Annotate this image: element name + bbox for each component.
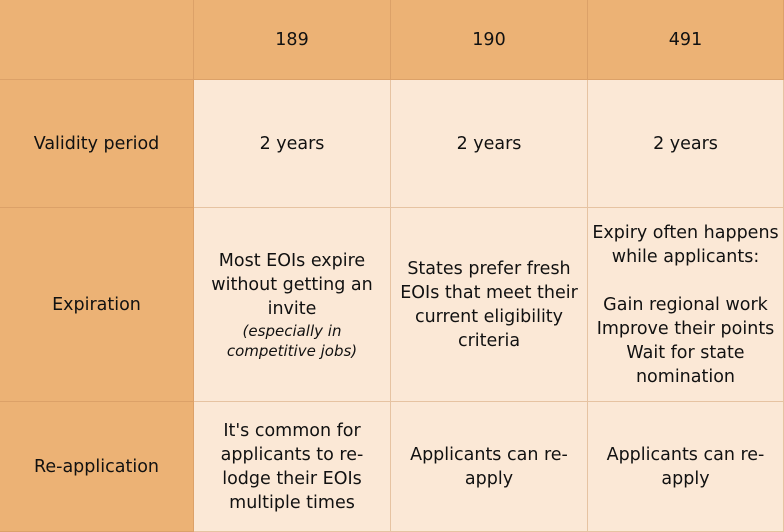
table-cell: 2 years: [194, 80, 391, 208]
cell-text: 2 years: [456, 133, 522, 154]
table-cell: States prefer fresh EOIs that meet their…: [391, 208, 588, 402]
table-cell: Most EOIs expire without getting an invi…: [194, 208, 391, 402]
row-header: Validity period: [0, 80, 194, 208]
cell-text: It's common for applicants to re-lodge t…: [220, 420, 364, 513]
list-item: Gain regional work: [603, 294, 768, 315]
corner-cell: [0, 0, 194, 80]
table-cell: Applicants can re-apply: [391, 402, 588, 532]
cell-text: Applicants can re-apply: [606, 444, 765, 489]
cell-text: Applicants can re-apply: [410, 444, 568, 489]
list-item: Wait for state nomination: [626, 342, 745, 387]
column-header: 189: [194, 0, 391, 80]
cell-text: 2 years: [653, 133, 718, 154]
cell-text: Most EOIs expire without getting an invi…: [211, 250, 373, 319]
cell-text: Expiry often happens while applicants:: [592, 222, 779, 267]
table-cell: Applicants can re-apply: [588, 402, 784, 532]
cell-text: 2 years: [259, 133, 325, 154]
row-header: Expiration: [0, 208, 194, 402]
table-cell: 2 years: [391, 80, 588, 208]
row-header: Re-application: [0, 402, 194, 532]
column-header: 190: [391, 0, 588, 80]
cell-note: (especially in competitive jobs): [226, 321, 358, 360]
column-header: 491: [588, 0, 784, 80]
list-item: Improve their points: [596, 318, 775, 339]
table-cell: 2 years: [588, 80, 784, 208]
table-cell: Expiry often happens while applicants: Ga…: [588, 208, 784, 402]
table-cell: It's common for applicants to re-lodge t…: [194, 402, 391, 532]
cell-text: States prefer fresh EOIs that meet their…: [400, 258, 578, 351]
